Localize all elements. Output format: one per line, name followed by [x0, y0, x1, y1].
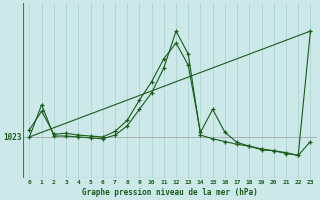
X-axis label: Graphe pression niveau de la mer (hPa): Graphe pression niveau de la mer (hPa) — [82, 188, 258, 197]
